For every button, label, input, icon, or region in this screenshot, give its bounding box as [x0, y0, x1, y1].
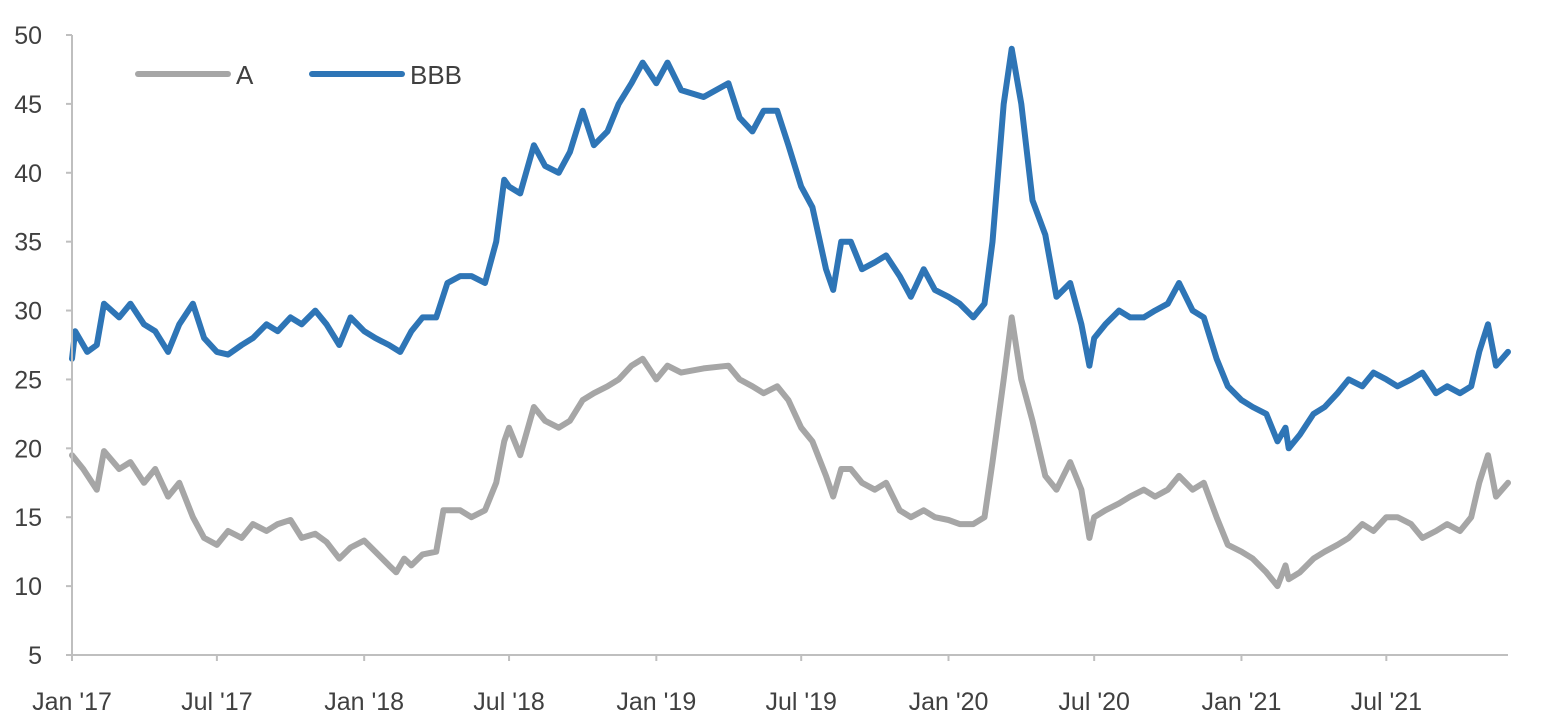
- x-tick-label: Jul '17: [181, 688, 252, 716]
- y-tick-label: 20: [14, 435, 42, 463]
- x-tick-label: Jan '21: [1202, 688, 1282, 716]
- y-tick-label: 10: [14, 573, 42, 601]
- x-tick-label: Jan '18: [324, 688, 404, 716]
- y-tick-label: 25: [14, 366, 42, 394]
- y-axis-ticks: 5 10 15 20 25 30 35 40 45 50: [14, 22, 72, 670]
- x-axis-ticks: Jan '17 Jul '17 Jan '18 Jul '18 Jan '19 Jul '…: [32, 655, 1422, 716]
- legend: A BBB: [135, 60, 462, 90]
- x-tick-label: Jan '20: [909, 688, 989, 716]
- x-tick-label: Jan '17: [32, 688, 112, 716]
- series-line-bbb: [69, 45, 1511, 452]
- y-tick-label: 15: [14, 504, 42, 532]
- y-tick-label: 5: [28, 642, 42, 670]
- series-layer: [69, 45, 1511, 590]
- y-tick-label: 35: [14, 229, 42, 257]
- x-tick-label: Jul '21: [1351, 688, 1422, 716]
- y-tick-label: 40: [14, 160, 42, 188]
- series-line-a: [69, 314, 1511, 590]
- y-tick-label: 30: [14, 298, 42, 326]
- y-tick-label: 45: [14, 91, 42, 119]
- x-tick-label: Jul '19: [765, 688, 836, 716]
- x-tick-label: Jan '19: [616, 688, 696, 716]
- y-tick-label: 50: [14, 22, 42, 50]
- legend-label-bbb: BBB: [410, 60, 462, 90]
- x-tick-label: Jul '18: [473, 688, 544, 716]
- x-tick-label: Jul '20: [1058, 688, 1129, 716]
- legend-label-a: A: [236, 60, 254, 90]
